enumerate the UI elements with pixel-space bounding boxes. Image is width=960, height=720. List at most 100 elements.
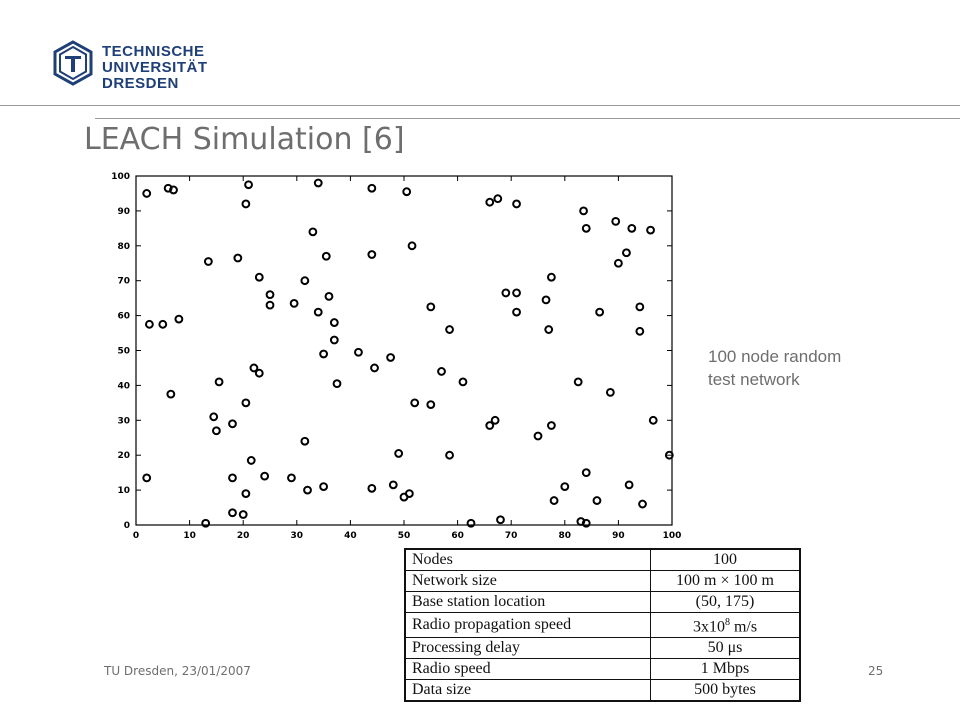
node-point (485, 421, 495, 430)
node-point (142, 473, 152, 483)
node-point (611, 216, 621, 226)
node-point (142, 189, 152, 198)
node-point (241, 489, 251, 498)
x-tick-label: 80 (559, 531, 572, 541)
node-point (490, 415, 500, 425)
node-point (203, 257, 213, 266)
param-label: Nodes (404, 548, 651, 571)
node-point (324, 292, 334, 301)
node-point (201, 518, 211, 528)
node-point (579, 206, 588, 216)
node-point (544, 325, 554, 334)
node-point (228, 419, 237, 429)
node-point (289, 298, 299, 308)
y-tick-label: 0 (124, 521, 130, 531)
node-point (485, 197, 495, 207)
node-point (407, 241, 417, 251)
param-value: 100 (650, 548, 801, 571)
node-point (388, 480, 398, 490)
x-tick-label: 100 (663, 531, 682, 541)
node-point (512, 199, 521, 209)
page-number: 25 (868, 664, 884, 678)
node-point (394, 449, 404, 458)
node-point (265, 290, 275, 300)
node-point (319, 482, 329, 492)
scatter-plot: 0 10 20 30 40 50 60 70 80 90 100 0 10 20 30 40 50 60 70 80 9… (104, 168, 684, 546)
node-point (249, 363, 259, 373)
node-point (496, 515, 505, 525)
node-point (573, 377, 583, 387)
node-point (466, 518, 476, 528)
node-point (228, 473, 237, 483)
y-tick-label: 40 (117, 381, 130, 391)
node-point (254, 272, 264, 282)
node-point (635, 302, 645, 312)
x-tick-label: 30 (291, 531, 304, 541)
table-row: Base station location (50, 175) (404, 591, 801, 613)
y-tick-label: 60 (117, 312, 130, 322)
node-point (313, 178, 323, 188)
node-point (622, 248, 631, 258)
node-point (166, 389, 176, 399)
x-tick-label: 10 (183, 531, 196, 541)
x-tick-label: 90 (612, 531, 625, 541)
x-tick-label: 40 (344, 531, 357, 541)
node-point (209, 412, 219, 422)
node-point (246, 456, 256, 465)
node-point (426, 302, 436, 312)
node-point (410, 398, 420, 408)
x-tick-label: 0 (133, 531, 139, 541)
scatter-plot-svg: 0 10 20 30 40 50 60 70 80 90 100 0 10 20 30 40 50 60 70 80 9… (111, 172, 682, 541)
logo-text: TECHNISCHE UNIVERSITÄT DRESDEN (102, 44, 208, 92)
node-point (300, 436, 310, 446)
node-point (404, 489, 414, 498)
y-tick-label: 100 (111, 172, 130, 182)
y-tick-label: 70 (117, 277, 130, 287)
node-point (354, 347, 363, 357)
param-value: (50, 175) (650, 591, 801, 613)
node-point (367, 250, 377, 259)
node-point (549, 496, 559, 505)
param-value-unit: m/s (729, 618, 758, 636)
node-point (493, 194, 503, 204)
node-point (169, 185, 178, 195)
param-label: Base station location (404, 591, 651, 613)
logo-emblem-icon (53, 40, 93, 86)
node-point (158, 319, 168, 329)
node-point (244, 180, 253, 190)
param-value: 3x108 m/s (650, 611, 801, 639)
y-tick-label: 30 (117, 416, 130, 426)
node-point (241, 199, 251, 209)
node-point (533, 431, 543, 441)
node-point (233, 253, 243, 263)
param-label: Radio speed (404, 658, 651, 681)
node-point (214, 377, 224, 387)
node-point (303, 485, 312, 495)
node-point (547, 421, 556, 430)
param-label: Network size (404, 570, 651, 592)
param-value-exponent: 8 (724, 617, 730, 628)
node-point (458, 377, 468, 387)
slide-title: LEACH Simulation [6] (84, 122, 405, 157)
table-row: Nodes 100 (404, 548, 801, 571)
node-point (265, 300, 275, 310)
node-point (605, 387, 615, 397)
node-point (321, 251, 331, 261)
plot-frame (135, 175, 673, 526)
node-point (445, 450, 454, 460)
x-tick-label: 70 (505, 531, 518, 541)
logo-line-1: TECHNISCHE (102, 43, 205, 60)
header-divider-bottom (95, 118, 960, 119)
table-row: Radio speed 1 Mbps (404, 658, 801, 681)
annotation-line-1: 100 node random (708, 347, 842, 366)
node-point (238, 510, 248, 519)
logo-line-2: UNIVERSITÄT (102, 59, 208, 76)
node-point (308, 227, 318, 237)
node-point (300, 276, 310, 286)
x-tick-label: 50 (398, 531, 411, 541)
param-label: Data size (404, 679, 651, 702)
y-tick-label: 90 (117, 207, 130, 217)
param-value: 100 m × 100 m (650, 570, 801, 592)
table-row: Radio propagation speed 3x108 m/s (404, 611, 801, 639)
node-point (437, 367, 446, 376)
